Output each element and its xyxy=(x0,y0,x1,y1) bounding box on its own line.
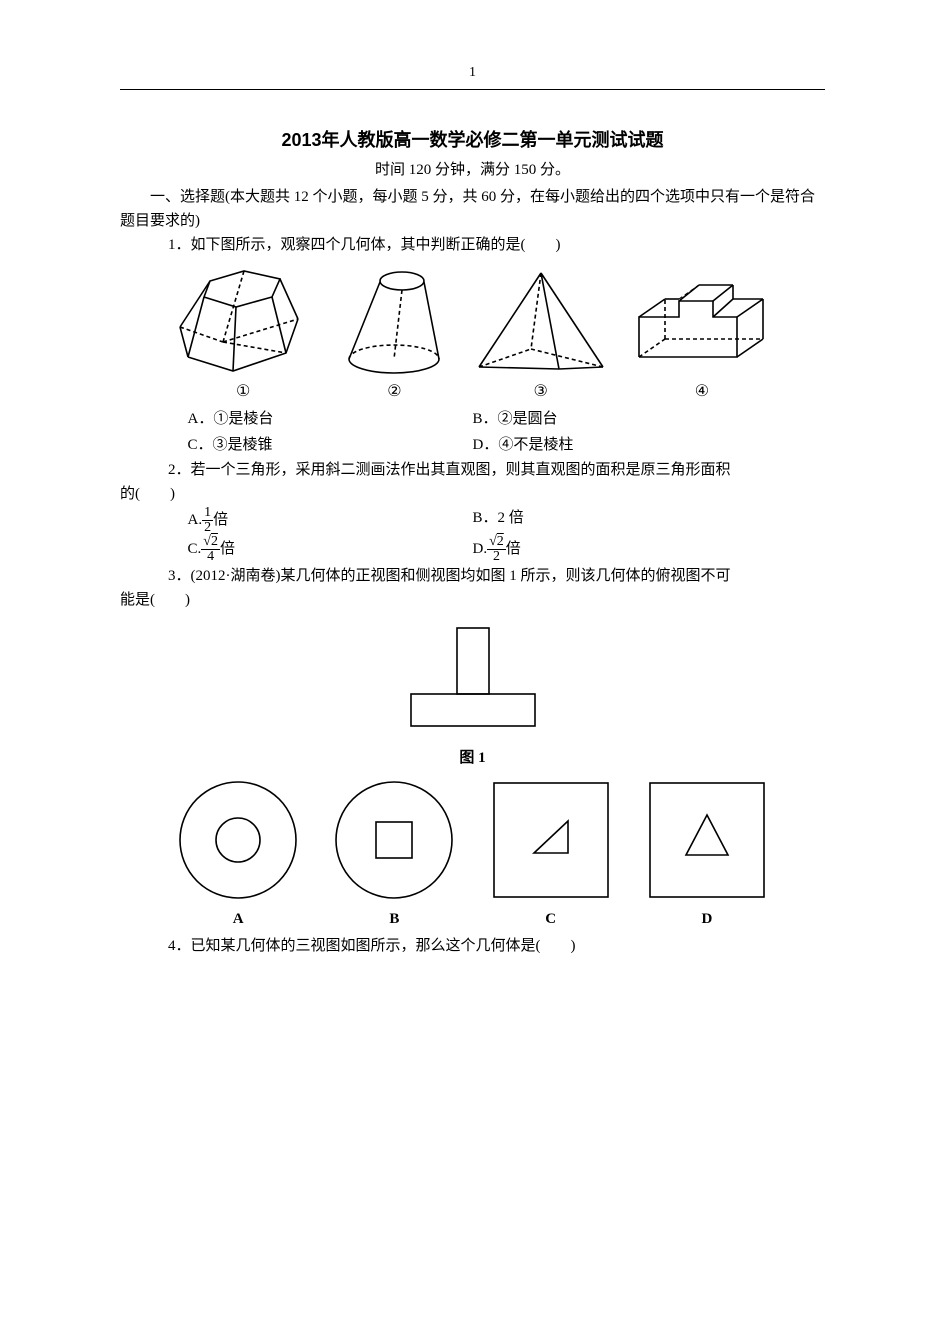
q1-fig-4: ④ xyxy=(627,277,777,401)
q2-stem-b: 的( ) xyxy=(120,482,825,506)
q1-figures: ① ② xyxy=(160,267,785,401)
fraction-icon: √22 xyxy=(487,535,506,564)
q4-stem: 4．已知某几何体的三视图如图所示，那么这个几何体是( ) xyxy=(120,934,825,958)
q2-opt-b: B．2 倍 xyxy=(473,506,826,535)
fraction-icon: 12 xyxy=(202,506,213,535)
q2-opt-a: A.12倍 xyxy=(120,506,473,535)
q1-stem: 1．如下图所示，观察四个几何体，其中判断正确的是( ) xyxy=(120,233,825,257)
q1-fig-2: ② xyxy=(334,267,454,401)
q2c-suf: 倍 xyxy=(220,541,235,557)
q2c-pre: C. xyxy=(188,541,202,557)
circle-in-circle-icon xyxy=(173,775,303,905)
q2-stem-a: 2．若一个三角形，采用斜二测画法作出其直观图，则其直观图的面积是原三角形面积 xyxy=(120,458,825,482)
q1-opt-c: C．③是棱锥 xyxy=(120,433,473,459)
q3-label-d: D xyxy=(642,911,772,928)
q1-label-3: ③ xyxy=(471,381,611,401)
q1-options-row2: C．③是棱锥 D．④不是棱柱 xyxy=(120,433,825,459)
q2a-den: 2 xyxy=(202,521,213,535)
q2d-pre: D. xyxy=(473,541,488,557)
page-number: 1 xyxy=(120,65,825,81)
q2d-suf: 倍 xyxy=(506,541,521,557)
q1-opt-d: D．④不是棱柱 xyxy=(473,433,826,459)
q1-opt-b: B．②是圆台 xyxy=(473,407,826,433)
q3-opt-b-fig: B xyxy=(329,775,459,928)
section-heading: 一、选择题(本大题共 12 个小题，每小题 5 分，共 60 分，在每小题给出的… xyxy=(120,185,825,233)
q2d-den: 2 xyxy=(487,550,506,564)
q3-label-b: B xyxy=(329,911,459,928)
q2a-pre: A. xyxy=(188,512,203,528)
fraction-icon: √24 xyxy=(201,535,220,564)
q1-opt-a: A．①是棱台 xyxy=(120,407,473,433)
header-rule xyxy=(120,89,825,90)
doc-subtitle: 时间 120 分钟，满分 150 分。 xyxy=(120,158,825,179)
q2d-num: √2 xyxy=(487,535,506,550)
q3-opt-a-fig: A xyxy=(173,775,303,928)
q1-label-2: ② xyxy=(334,381,454,401)
q3-options: A B C xyxy=(160,775,785,928)
square-in-circle-icon xyxy=(329,775,459,905)
q2-opt-c: C.√24倍 xyxy=(120,535,473,564)
q3-main-figure: 图 1 xyxy=(120,622,825,767)
q3-label-a: A xyxy=(173,911,303,928)
q2c-num: √2 xyxy=(201,535,220,550)
cone-frustum-icon xyxy=(334,267,454,377)
triangle-in-square-icon xyxy=(642,775,772,905)
notched-prism-icon xyxy=(627,277,777,377)
q1-fig-3: ③ xyxy=(471,267,611,401)
q2-opt-d: D.√22倍 xyxy=(473,535,826,564)
q2a-num: 1 xyxy=(202,506,213,521)
q1-fig-1: ① xyxy=(168,267,318,401)
doc-title: 2013年人教版高一数学必修二第一单元测试试题 xyxy=(120,126,825,152)
frustum-prism-icon xyxy=(168,267,318,377)
q3-opt-d-fig: D xyxy=(642,775,772,928)
q1-label-1: ① xyxy=(168,381,318,401)
pyramid-icon xyxy=(471,267,611,377)
q2-options-row1: A.12倍 B．2 倍 xyxy=(120,506,825,535)
q3-stem-b: 能是( ) xyxy=(120,588,825,612)
q2a-suf: 倍 xyxy=(213,512,228,528)
q2c-den: 4 xyxy=(201,550,220,564)
q1-options-row1: A．①是棱台 B．②是圆台 xyxy=(120,407,825,433)
t-shape-icon xyxy=(393,622,553,742)
q3-fig-label: 图 1 xyxy=(120,746,825,767)
q3-opt-c-fig: C xyxy=(486,775,616,928)
q2-options-row2: C.√24倍 D.√22倍 xyxy=(120,535,825,564)
q1-label-4: ④ xyxy=(627,381,777,401)
right-triangle-in-square-icon xyxy=(486,775,616,905)
q3-label-c: C xyxy=(486,911,616,928)
q3-stem-a: 3．(2012·湖南卷)某几何体的正视图和侧视图均如图 1 所示，则该几何体的俯… xyxy=(120,564,825,588)
